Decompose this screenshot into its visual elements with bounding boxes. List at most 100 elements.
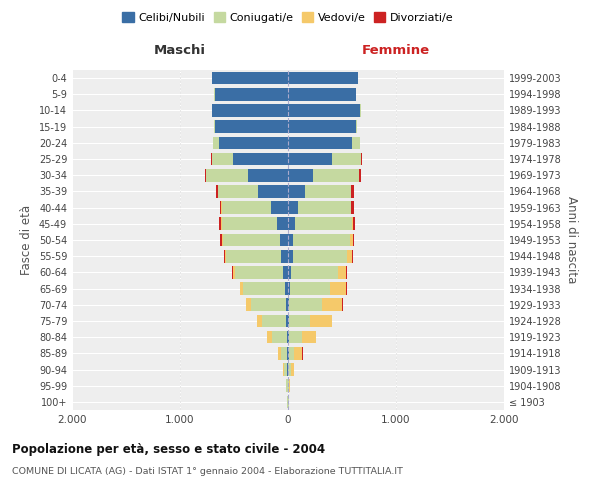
Bar — [206, 169, 248, 181]
Bar — [246, 298, 251, 311]
Bar — [220, 218, 221, 230]
Text: Femmine: Femmine — [362, 44, 430, 57]
Bar — [346, 266, 347, 278]
Bar — [220, 202, 221, 214]
Bar — [286, 298, 288, 311]
Bar — [243, 282, 285, 295]
Bar — [350, 234, 353, 246]
Text: COMUNE DI LICATA (AG) - Dati ISTAT 1° gennaio 2004 - Elaborazione TUTTITALIA.IT: COMUNE DI LICATA (AG) - Dati ISTAT 1° ge… — [12, 468, 403, 476]
Bar — [288, 169, 313, 181]
Bar — [288, 136, 352, 149]
Bar — [338, 266, 346, 278]
Bar — [289, 363, 291, 376]
Bar — [313, 169, 359, 181]
Bar — [215, 88, 288, 101]
Bar — [288, 152, 332, 166]
Bar — [288, 282, 290, 295]
Bar — [291, 363, 294, 376]
Bar — [221, 202, 271, 214]
Bar — [232, 266, 233, 278]
Bar — [223, 234, 280, 246]
Bar — [287, 331, 288, 344]
Bar — [293, 234, 350, 246]
Bar — [331, 282, 346, 295]
Bar — [351, 185, 354, 198]
Bar — [288, 234, 293, 246]
Bar — [361, 152, 362, 166]
Bar — [216, 185, 218, 198]
Bar — [346, 282, 347, 295]
Bar — [350, 202, 351, 214]
Bar — [289, 380, 290, 392]
Bar — [212, 104, 288, 117]
Bar — [251, 298, 286, 311]
Bar — [293, 250, 347, 262]
Bar — [288, 104, 361, 117]
Bar — [353, 218, 355, 230]
Bar — [280, 234, 288, 246]
Bar — [289, 347, 294, 360]
Bar — [290, 282, 331, 295]
Bar — [285, 282, 288, 295]
Bar — [233, 266, 235, 278]
Bar — [287, 396, 288, 408]
Bar — [288, 380, 289, 392]
Bar — [288, 298, 289, 311]
Bar — [271, 202, 288, 214]
Bar — [212, 72, 288, 85]
Bar — [351, 202, 354, 214]
Bar — [215, 120, 288, 133]
Bar — [291, 266, 338, 278]
Bar — [212, 152, 233, 166]
Bar — [288, 314, 289, 328]
Bar — [272, 331, 287, 344]
Bar — [288, 202, 298, 214]
Y-axis label: Anni di nascita: Anni di nascita — [565, 196, 578, 284]
Text: Popolazione per età, sesso e stato civile - 2004: Popolazione per età, sesso e stato civil… — [12, 442, 325, 456]
Bar — [353, 234, 355, 246]
Bar — [248, 169, 288, 181]
Bar — [221, 218, 277, 230]
Bar — [288, 266, 291, 278]
Bar — [332, 152, 361, 166]
Bar — [288, 347, 289, 360]
Bar — [302, 331, 316, 344]
Bar — [268, 331, 272, 344]
Bar — [220, 234, 222, 246]
Bar — [288, 72, 358, 85]
Bar — [240, 282, 243, 295]
Bar — [288, 218, 295, 230]
Bar — [289, 314, 310, 328]
Bar — [219, 136, 288, 149]
Bar — [218, 185, 258, 198]
Bar — [294, 347, 302, 360]
Bar — [289, 298, 322, 311]
Bar — [284, 363, 287, 376]
Bar — [224, 250, 225, 262]
Bar — [298, 202, 350, 214]
Bar — [225, 250, 226, 262]
Bar — [281, 250, 288, 262]
Bar — [352, 218, 353, 230]
Bar — [233, 152, 288, 166]
Bar — [288, 185, 305, 198]
Text: Maschi: Maschi — [154, 44, 206, 57]
Bar — [283, 363, 284, 376]
Y-axis label: Fasce di età: Fasce di età — [20, 205, 33, 275]
Bar — [347, 250, 352, 262]
Bar — [226, 250, 281, 262]
Bar — [288, 331, 289, 344]
Bar — [262, 314, 286, 328]
Bar — [322, 298, 342, 311]
Bar — [205, 169, 206, 181]
Bar — [305, 185, 350, 198]
Bar — [356, 120, 358, 133]
Bar — [295, 218, 352, 230]
Bar — [289, 331, 302, 344]
Bar — [213, 136, 219, 149]
Bar — [239, 282, 240, 295]
Bar — [235, 266, 283, 278]
Bar — [258, 185, 288, 198]
Bar — [288, 250, 293, 262]
Bar — [214, 120, 215, 133]
